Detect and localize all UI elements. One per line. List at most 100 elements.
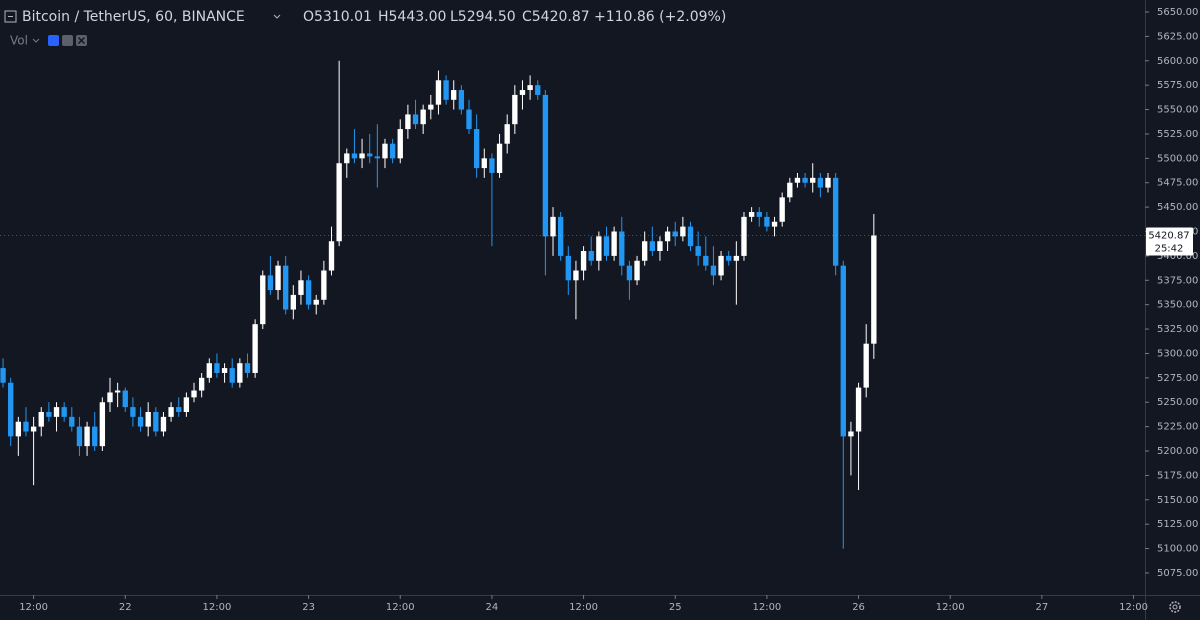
symbol-title: Bitcoin / TetherUS, 60, BINANCE	[22, 9, 245, 25]
candle-body	[344, 153, 350, 164]
candle-body	[710, 265, 717, 276]
candle-body	[130, 407, 136, 417]
candle-body	[122, 390, 128, 408]
candle-body	[275, 265, 281, 291]
candle-body	[84, 426, 90, 447]
candle-body	[389, 143, 396, 159]
candle-body	[221, 368, 228, 373]
volume-label: Vol	[10, 34, 28, 48]
dropdown-arrow[interactable]	[273, 14, 281, 19]
candle-body	[733, 255, 740, 261]
x-tick-label: 12:00	[19, 602, 48, 613]
candle-body	[145, 411, 151, 427]
candle-body	[183, 397, 190, 412]
candle-body	[657, 241, 663, 252]
candle-body	[687, 226, 694, 247]
countdown-label: 25:42	[1155, 244, 1184, 255]
candle-body	[535, 85, 541, 95]
candle-body	[46, 411, 52, 417]
candle-body	[283, 265, 289, 310]
candle-body	[267, 275, 274, 291]
candle-body	[168, 407, 174, 417]
candle-body	[588, 251, 594, 261]
candle-body	[496, 143, 503, 173]
candle-body	[840, 265, 846, 437]
candle-body	[305, 280, 312, 305]
last-price-label: 5420.87	[1148, 231, 1189, 242]
candle-body	[619, 231, 625, 266]
x-tick-label: 12:00	[569, 602, 598, 613]
candle-body	[855, 387, 862, 432]
candle-body	[8, 382, 14, 437]
y-tick-label: 5100.00	[1157, 544, 1198, 555]
candle-body	[244, 363, 251, 373]
collapse-icon[interactable]	[4, 10, 17, 23]
visibility-icon[interactable]	[48, 35, 59, 46]
x-tick-label: 12:00	[203, 602, 232, 613]
y-tick-label: 5650.00	[1157, 7, 1198, 18]
legend-high: H5443.00	[378, 9, 446, 25]
candle-body	[504, 124, 510, 144]
candle-body	[328, 241, 335, 271]
volume-dropdown[interactable]	[32, 38, 40, 43]
candle-body	[825, 177, 831, 188]
candle-body	[466, 109, 472, 130]
candle-body	[756, 211, 762, 217]
candle-body	[481, 158, 487, 169]
candle-body	[351, 153, 358, 159]
candle-body	[473, 129, 480, 169]
candle-body	[206, 363, 212, 378]
candle-body	[428, 104, 434, 110]
x-tick-label: 27	[1036, 602, 1049, 613]
candle-body	[664, 231, 671, 242]
candle-body	[382, 143, 388, 159]
candle-body	[611, 231, 617, 256]
y-tick-label: 5500.00	[1157, 153, 1198, 164]
candle-body	[23, 421, 29, 432]
candle-body	[489, 158, 495, 173]
candle-body	[519, 90, 526, 95]
candle-body	[69, 416, 75, 427]
y-tick-label: 5625.00	[1157, 31, 1198, 42]
x-tick-label: 24	[486, 602, 499, 613]
candle-body	[298, 280, 304, 295]
candle-body	[176, 407, 182, 412]
legend-close: C5420.87	[522, 9, 590, 25]
settings-icon[interactable]	[62, 35, 73, 46]
remove-icon-x	[77, 36, 86, 45]
candle-body	[412, 114, 419, 125]
candle-body	[443, 80, 449, 100]
candle-body	[542, 94, 549, 237]
candle-body	[580, 251, 587, 271]
candle-body	[748, 211, 755, 217]
candle-body	[626, 265, 633, 281]
y-tick-label: 5400.00	[1157, 251, 1198, 262]
y-tick-label: 5525.00	[1157, 129, 1198, 140]
y-tick-label: 5075.00	[1157, 568, 1198, 579]
x-tick-label: 25	[669, 602, 682, 613]
candle-body	[680, 226, 686, 237]
candle-body	[565, 255, 571, 281]
candle-body	[863, 343, 869, 388]
x-tick-label: 12:00	[752, 602, 781, 613]
y-tick-label: 5450.00	[1157, 202, 1198, 213]
candle-body	[649, 241, 655, 252]
y-tick-label: 5150.00	[1157, 495, 1198, 506]
candle-body	[458, 90, 465, 110]
candle-body	[15, 421, 22, 437]
y-tick-label: 5300.00	[1157, 348, 1198, 359]
candle-body	[405, 114, 411, 130]
candle-body	[802, 177, 808, 183]
candle-body	[114, 390, 121, 393]
candle-body	[596, 236, 602, 261]
candle-body	[214, 363, 220, 373]
legend-open: O5310.01	[303, 9, 372, 25]
candle-body	[779, 197, 785, 222]
settings-gear-center	[1172, 604, 1178, 610]
candle-body	[817, 177, 824, 188]
candle-body	[787, 182, 793, 198]
y-tick-label: 5350.00	[1157, 300, 1198, 311]
x-tick-label: 12:00	[936, 602, 965, 613]
settings-gear[interactable]	[1169, 601, 1181, 613]
